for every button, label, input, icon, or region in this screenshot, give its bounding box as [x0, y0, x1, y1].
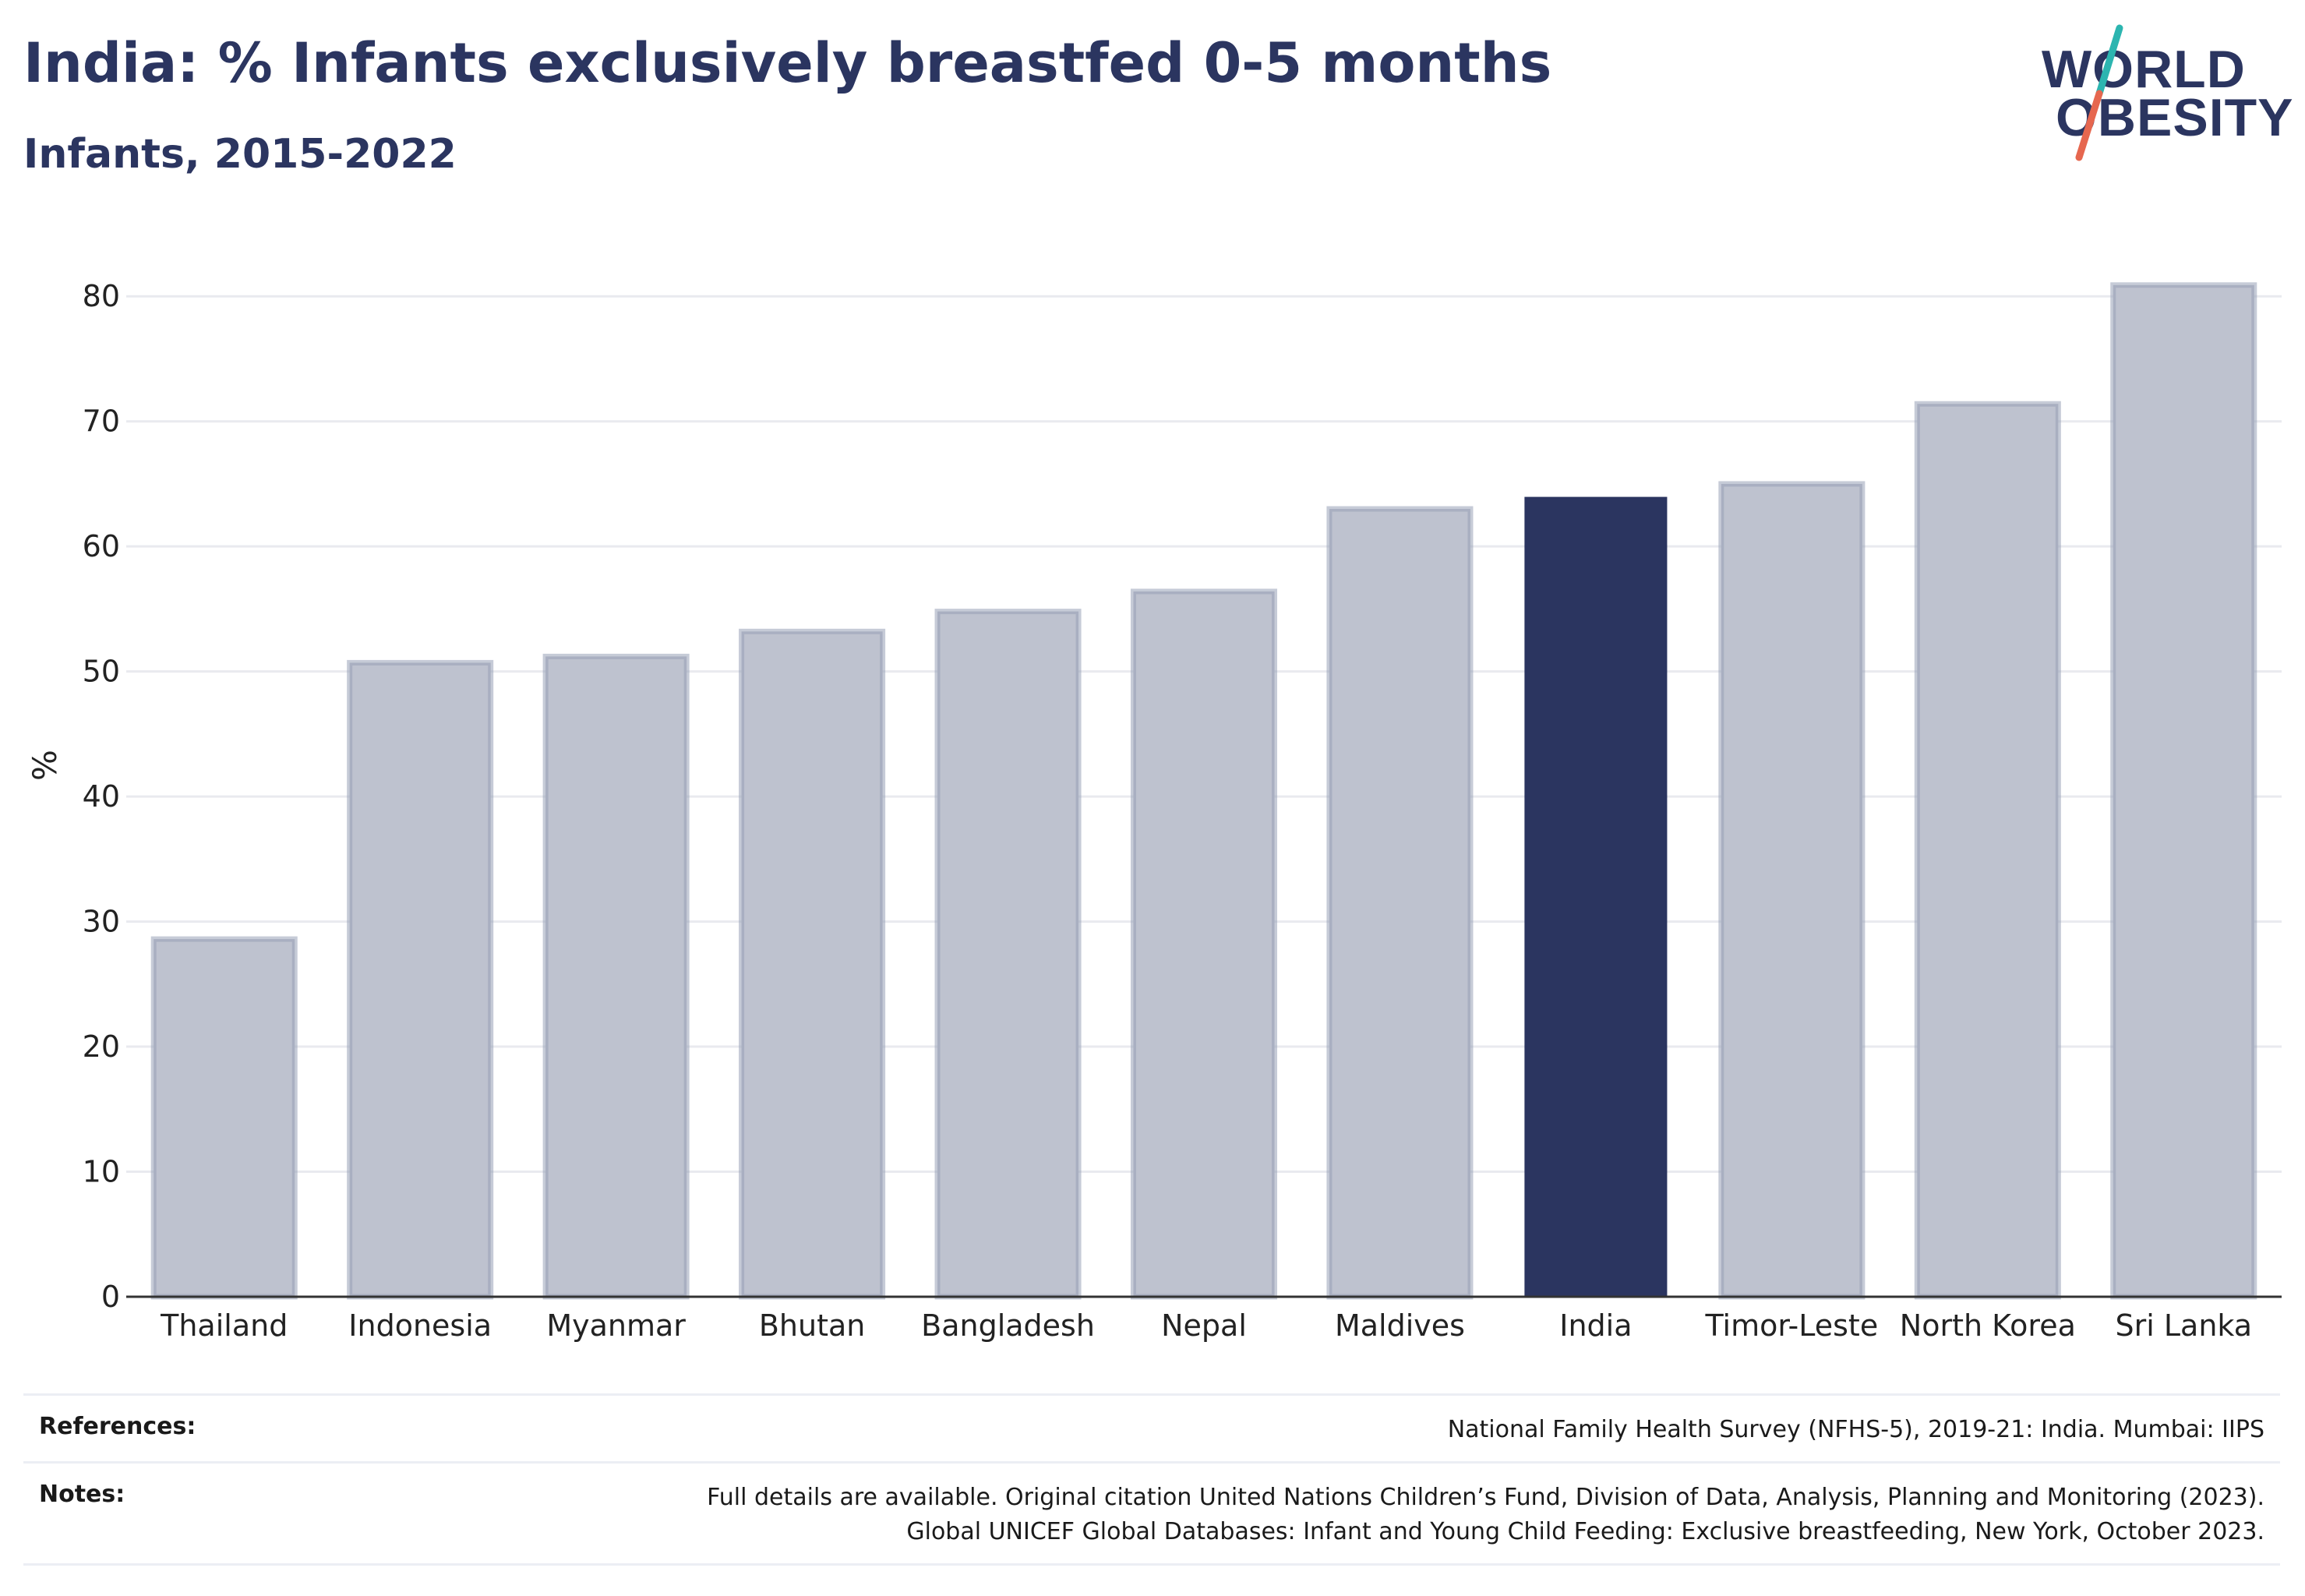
bar	[542, 653, 690, 1300]
bar-chart: 0 10 20 30 40 50 60 70 80 Thailand Indonesia Myanma…	[26, 279, 2282, 1343]
y-tick-label: 10	[83, 1155, 120, 1189]
bar	[1326, 506, 1474, 1300]
world-obesity-logo: WORLD OBESITY	[2026, 23, 2293, 164]
x-tick-label: North Korea	[1900, 1308, 2076, 1343]
x-tick-label: India	[1559, 1308, 1632, 1343]
x-tick-label: Maldives	[1335, 1308, 1465, 1343]
y-tick-label: 0	[101, 1280, 120, 1314]
y-tick-label: 50	[83, 655, 120, 689]
notes-line-1: Full details are available. Original cit…	[707, 1484, 2264, 1511]
references-text: National Family Health Survey (NFHS-5), …	[1447, 1416, 2264, 1443]
x-tick-label: Timor-Leste	[1704, 1308, 1878, 1343]
references-label: References:	[39, 1413, 196, 1440]
x-tick-label: Bangladesh	[921, 1308, 1095, 1343]
bar	[1130, 588, 1278, 1300]
notes-text: Full details are available. Original cit…	[707, 1481, 2264, 1549]
notes-line-2: Global UNICEF Global Databases: Infant a…	[906, 1518, 2264, 1545]
y-tick-label: 30	[83, 905, 120, 939]
bar	[1914, 401, 2061, 1300]
chart-footer: References: National Family Health Surve…	[23, 1393, 2280, 1566]
bar	[2110, 282, 2257, 1300]
bar	[1718, 481, 1866, 1300]
y-tick-label: 20	[83, 1029, 120, 1064]
x-tick-label: Bhutan	[759, 1308, 866, 1343]
x-tick-label: Thailand	[160, 1308, 288, 1343]
x-tick-label: Indonesia	[348, 1308, 492, 1343]
y-tick-label: 60	[83, 529, 120, 563]
y-tick-label: 70	[83, 404, 120, 439]
bar-highlight	[1524, 496, 1668, 1298]
bar	[347, 659, 494, 1300]
bar	[739, 628, 886, 1300]
y-tick-label: 40	[83, 779, 120, 814]
y-axis-label: %	[26, 750, 64, 781]
bar	[934, 609, 1082, 1300]
logo-slash-icon	[2075, 24, 2123, 161]
chart-subtitle: Infants, 2015-2022	[23, 131, 457, 178]
y-tick-label: 80	[83, 279, 120, 313]
references-row: References: National Family Health Surve…	[23, 1393, 2280, 1461]
notes-label: Notes:	[39, 1481, 125, 1508]
logo-line-1: WORLD	[2042, 40, 2246, 99]
notes-row: Notes: Full details are available. Origi…	[23, 1461, 2280, 1566]
x-tick-label: Myanmar	[546, 1308, 686, 1343]
x-tick-label: Sri Lanka	[2115, 1308, 2252, 1343]
x-tick-label: Nepal	[1161, 1308, 1247, 1343]
chart-title: India: % Infants exclusively breastfed 0…	[23, 31, 1552, 95]
bar	[150, 936, 298, 1300]
